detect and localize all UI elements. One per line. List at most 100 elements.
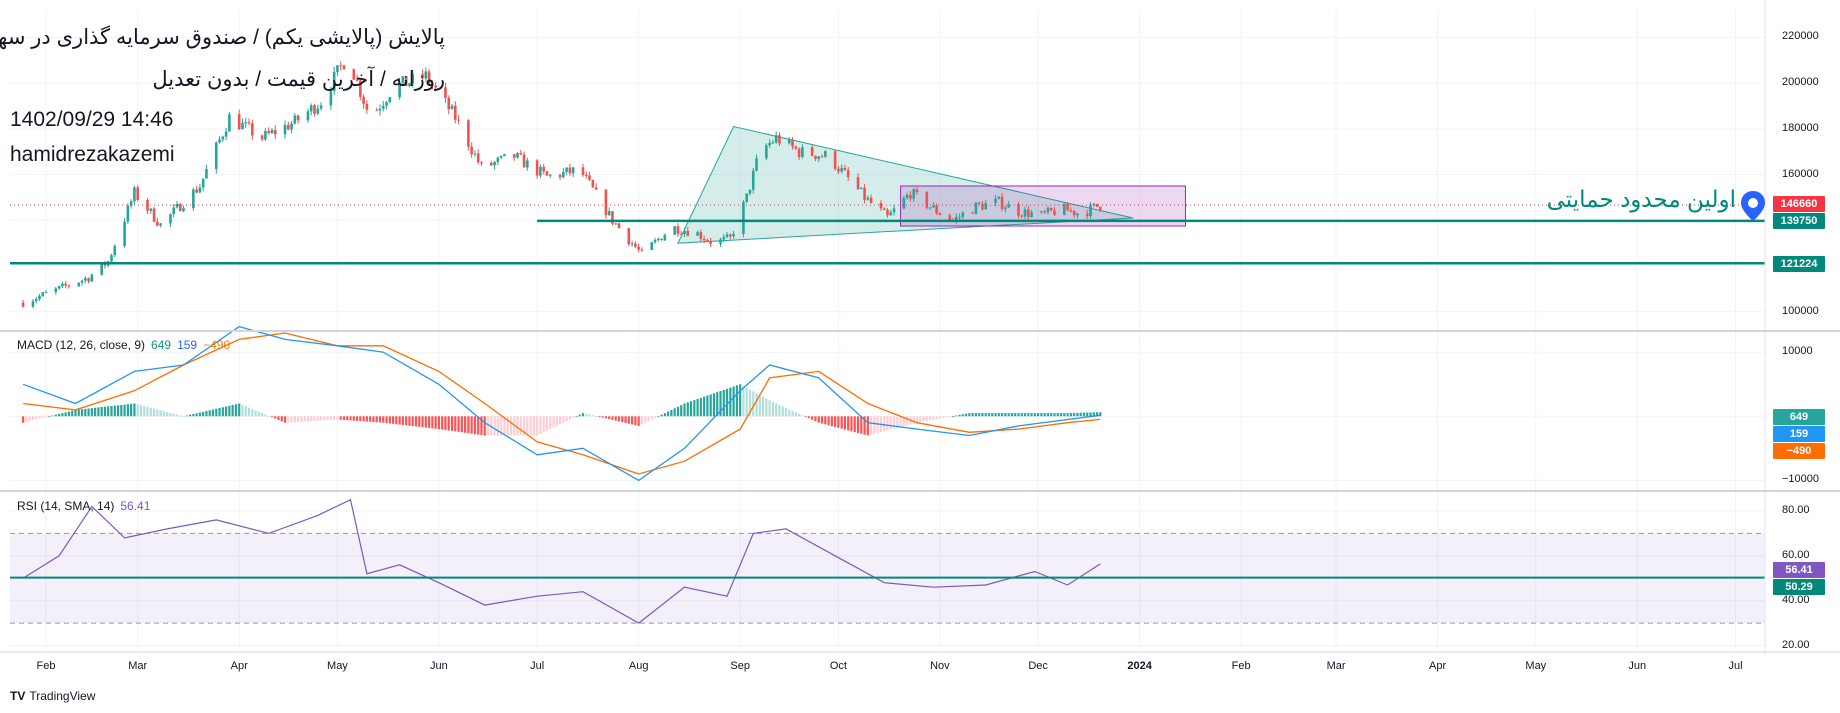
candle-body <box>673 226 676 235</box>
candle-body <box>820 156 824 158</box>
candle-body <box>548 174 552 176</box>
macd-histogram-bar <box>244 406 247 417</box>
pane-frames <box>0 0 1840 655</box>
macd-histogram-bar <box>1056 413 1059 417</box>
candle-body <box>571 167 575 174</box>
candle-body <box>250 123 254 136</box>
macd-histogram-bar <box>843 416 847 430</box>
macd-histogram-bar <box>336 416 339 420</box>
candle-body <box>264 130 267 140</box>
macd-histogram-bar <box>424 416 427 428</box>
candle-body <box>797 148 801 157</box>
macd-histogram-bar <box>428 416 431 428</box>
candle-body <box>653 240 657 243</box>
macd-histogram-bar <box>892 416 896 429</box>
x-tick-label: Oct <box>829 660 847 672</box>
tradingview-brand[interactable]: TV TradingView <box>10 689 95 703</box>
macd-histogram-bar <box>287 416 290 423</box>
macd-histogram-bar <box>696 398 699 417</box>
candle-body <box>879 202 883 209</box>
macd-histogram-bar <box>493 416 496 436</box>
candle-body <box>123 221 126 247</box>
macd-histogram-bar <box>709 394 712 417</box>
candle-body <box>791 139 794 147</box>
macd-histogram-bar <box>748 389 752 417</box>
macd-histogram-bar <box>889 416 892 430</box>
macd-histogram-bar <box>385 416 388 424</box>
price-tick-label: 200000 <box>1782 76 1819 89</box>
rsi-ma-tag: 50.29 <box>1773 579 1825 595</box>
macd-legend[interactable]: MACD (12, 26, close, 9) 649 159 −490 <box>17 338 230 352</box>
candle-body <box>67 285 71 287</box>
macd-histogram-bar <box>107 406 110 417</box>
macd-histogram-bar <box>513 416 516 436</box>
x-tick-label: May <box>327 660 348 672</box>
candle-body <box>214 142 218 169</box>
candle-body <box>408 83 411 87</box>
candle-body <box>64 283 67 286</box>
macd-histogram-bar <box>74 409 77 417</box>
macd-histogram-bar <box>961 414 964 417</box>
candle-body <box>1026 209 1030 218</box>
rsi-value-tag: 56.41 <box>1773 562 1825 578</box>
candle-body <box>224 131 228 137</box>
candle-body <box>686 230 690 236</box>
candle-body <box>1076 213 1079 216</box>
candle-body <box>247 122 251 124</box>
candle-body <box>293 115 297 124</box>
candle-body <box>178 203 182 212</box>
candle-body <box>535 160 539 176</box>
macd-histogram-bar <box>97 407 100 417</box>
macd-histogram-bar <box>925 416 928 421</box>
macd-histogram-bar <box>136 404 139 417</box>
candle-body <box>362 96 365 104</box>
macd-histogram-bar <box>202 411 205 417</box>
candle-body <box>748 189 752 194</box>
candle-body <box>1017 204 1020 216</box>
candle-body <box>699 232 703 240</box>
candle-body <box>863 187 866 200</box>
macd-histogram-bar <box>732 386 735 417</box>
candle-body <box>133 187 136 202</box>
macd-histogram-bar <box>464 416 467 433</box>
candle-body <box>476 153 480 163</box>
horizontal-levels <box>10 204 1765 265</box>
candle-body <box>444 87 447 98</box>
macd-histogram-bar <box>21 416 25 423</box>
macd-histogram-bar <box>771 401 775 417</box>
macd-histogram-bar <box>542 416 545 433</box>
macd-histogram-bar <box>159 410 162 417</box>
macd-histogram-bar <box>1004 413 1007 417</box>
macd-histogram-bar <box>490 416 493 436</box>
macd-histogram-bar <box>585 413 588 417</box>
macd-histogram-bar <box>676 406 680 417</box>
macd-legend-label: MACD (12, 26, close, 9) <box>17 338 146 352</box>
macd-histogram-bar <box>467 416 470 434</box>
macd-histogram-bar <box>1030 413 1033 417</box>
candle-body <box>810 147 814 156</box>
macd-histogram-bar <box>581 413 585 417</box>
candle-body <box>915 189 919 193</box>
map-pin-icon[interactable] <box>1739 190 1767 222</box>
symbol-title: پالایش (پالایشی یکم) / صندوق سرمایه گذار… <box>0 26 445 49</box>
macd-histogram-bar <box>100 407 103 417</box>
macd-histogram-bar <box>319 416 323 421</box>
candle-body <box>490 162 493 166</box>
macd-histogram-bar <box>477 416 480 435</box>
macd-histogram-bar <box>814 416 817 422</box>
candle-body <box>205 168 208 179</box>
candle-body <box>241 122 244 130</box>
macd-histogram-bar <box>516 416 519 436</box>
macd-histogram-bar <box>725 388 729 417</box>
support-annotation-text[interactable]: اولین محدود حمایتی <box>1546 186 1736 212</box>
macd-histogram-bar <box>768 400 771 417</box>
macd-histogram-bar <box>401 416 405 425</box>
candle-body <box>604 189 608 216</box>
candle-body <box>539 166 542 176</box>
x-tick-label: May <box>1525 660 1547 672</box>
rsi-legend[interactable]: RSI (14, SMA, 14) 56.41 <box>17 499 150 513</box>
macd-histogram-bar <box>739 384 742 417</box>
macd-histogram-bar <box>824 416 827 425</box>
x-tick-label: Jul <box>530 660 545 672</box>
